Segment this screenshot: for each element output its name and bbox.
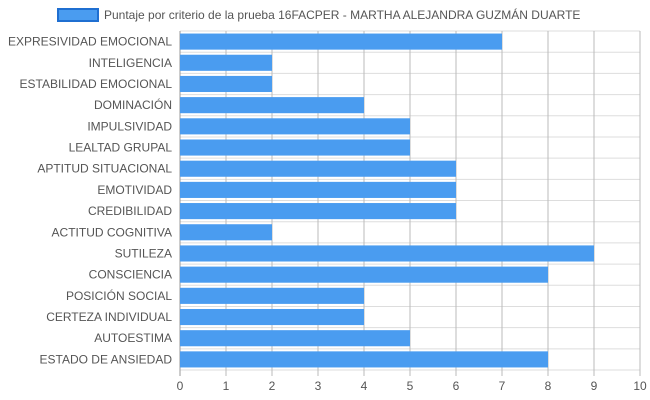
bar[interactable] <box>180 266 548 283</box>
x-tick-label: 3 <box>315 379 322 393</box>
x-tick-label: 5 <box>407 379 414 393</box>
bar[interactable] <box>180 351 548 368</box>
category-label: CREDIBILIDAD <box>88 204 172 218</box>
category-label: EMOTIVIDAD <box>97 183 172 197</box>
bar[interactable] <box>180 75 272 93</box>
category-label: CERTEZA INDIVIDUAL <box>46 310 172 324</box>
category-labels: EXPRESIVIDAD EMOCIONAL INTELIGENCIA ESTABI… <box>8 35 172 367</box>
category-label: LEALTAD GRUPAL <box>69 141 173 155</box>
bar[interactable] <box>180 160 456 177</box>
legend-label: Puntaje por criterio de la prueba 16FACP… <box>104 7 580 22</box>
x-tick-label: 10 <box>633 379 647 393</box>
legend-swatch <box>57 8 99 22</box>
x-tick-label: 4 <box>361 379 368 393</box>
x-tick-labels: 0 1 2 3 4 5 6 7 8 9 10 <box>177 379 647 393</box>
category-label: DOMINACIÓN <box>94 97 172 112</box>
category-label: INTELIGENCIA <box>89 56 172 70</box>
category-label: ESTADO DE ANSIEDAD <box>40 352 173 366</box>
category-label: ESTABILIDAD EMOCIONAL <box>20 77 173 91</box>
category-label: POSICIÓN SOCIAL <box>66 288 172 303</box>
x-tick-label: 0 <box>177 379 184 393</box>
chart-bars <box>180 33 594 368</box>
bar[interactable] <box>180 308 364 326</box>
category-label: EXPRESIVIDAD EMOCIONAL <box>8 35 172 49</box>
bar[interactable] <box>180 203 456 220</box>
bar[interactable] <box>180 287 364 304</box>
x-tick-label: 1 <box>223 379 230 393</box>
category-label: SUTILEZA <box>115 246 172 260</box>
x-tick-label: 6 <box>453 379 460 393</box>
bar[interactable] <box>180 224 272 241</box>
category-label: IMPULSIVIDAD <box>87 119 172 133</box>
legend[interactable]: Puntaje por criterio de la prueba 16FACP… <box>57 7 580 22</box>
bar[interactable] <box>180 97 364 114</box>
x-tick-label: 8 <box>545 379 552 393</box>
category-label: CONSCIENCIA <box>89 268 172 282</box>
bar[interactable] <box>180 33 502 50</box>
bar[interactable] <box>180 118 410 135</box>
bar[interactable] <box>180 330 410 347</box>
bar[interactable] <box>180 245 594 262</box>
bar[interactable] <box>180 181 456 198</box>
category-label: AUTOESTIMA <box>94 331 172 345</box>
category-label: ACTITUD COGNITIVA <box>52 225 172 239</box>
x-tick-label: 9 <box>591 379 598 393</box>
category-label: APTITUD SITUACIONAL <box>37 162 172 176</box>
bar[interactable] <box>180 139 410 156</box>
bar[interactable] <box>180 54 272 71</box>
x-tick-label: 2 <box>269 379 276 393</box>
x-tick-label: 7 <box>499 379 506 393</box>
